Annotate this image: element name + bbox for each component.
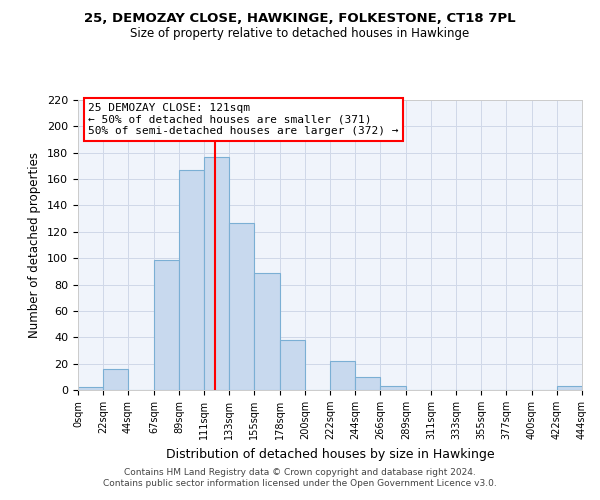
- Text: Size of property relative to detached houses in Hawkinge: Size of property relative to detached ho…: [130, 28, 470, 40]
- Bar: [78, 388, 103, 390]
- Bar: [330, 361, 355, 390]
- Text: 25, DEMOZAY CLOSE, HAWKINGE, FOLKESTONE, CT18 7PL: 25, DEMOZAY CLOSE, HAWKINGE, FOLKESTONE,…: [84, 12, 516, 26]
- Text: Contains HM Land Registry data © Crown copyright and database right 2024.
Contai: Contains HM Land Registry data © Crown c…: [103, 468, 497, 487]
- Bar: [229, 222, 254, 390]
- Bar: [179, 170, 204, 390]
- X-axis label: Distribution of detached houses by size in Hawkinge: Distribution of detached houses by size …: [166, 448, 494, 460]
- Bar: [280, 340, 305, 390]
- Bar: [204, 156, 229, 390]
- Bar: [103, 369, 128, 390]
- Bar: [557, 386, 582, 390]
- Y-axis label: Number of detached properties: Number of detached properties: [28, 152, 41, 338]
- Bar: [380, 386, 406, 390]
- Bar: [154, 260, 179, 390]
- Bar: [254, 272, 280, 390]
- Bar: [355, 377, 380, 390]
- Text: 25 DEMOZAY CLOSE: 121sqm
← 50% of detached houses are smaller (371)
50% of semi-: 25 DEMOZAY CLOSE: 121sqm ← 50% of detach…: [88, 103, 398, 136]
